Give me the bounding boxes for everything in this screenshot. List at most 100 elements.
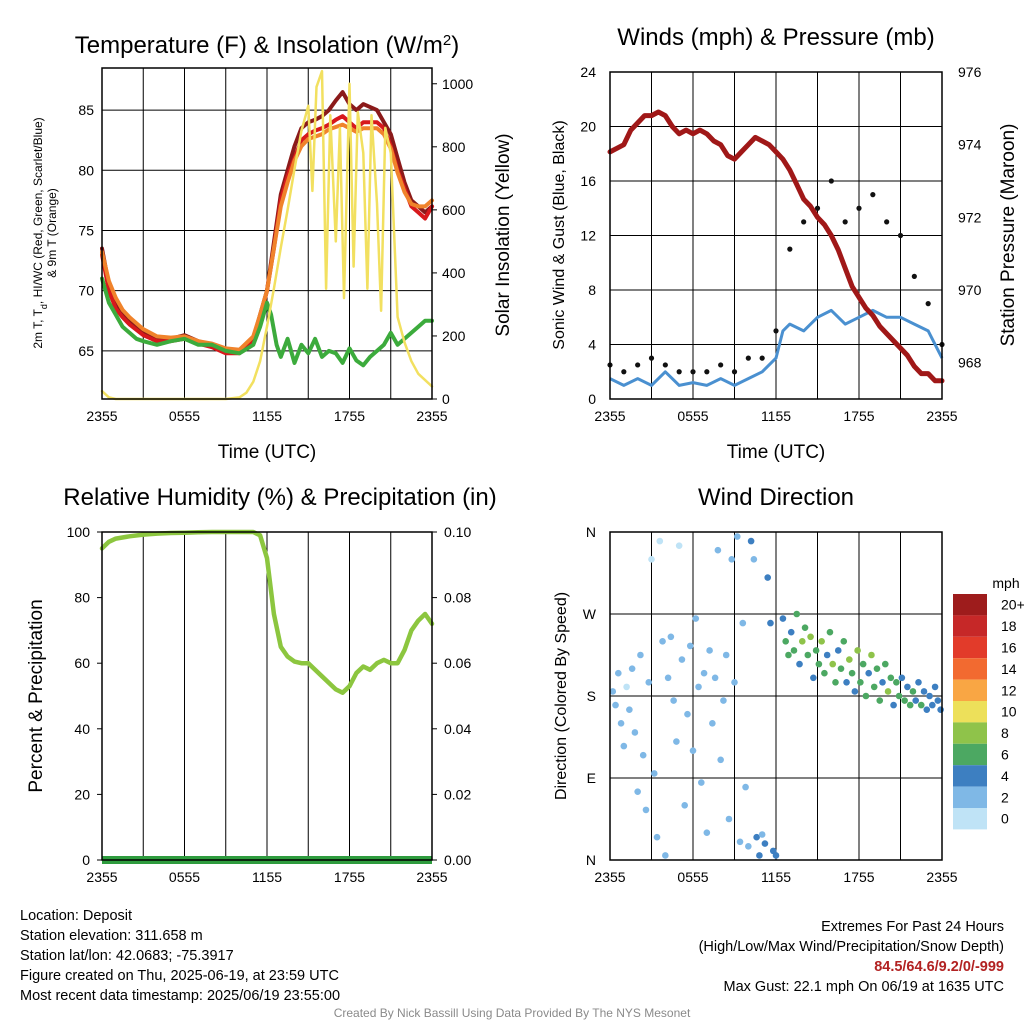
direction-point <box>923 706 931 713</box>
y-tick-label-right: 0.10 <box>444 524 471 540</box>
direction-point <box>837 665 845 672</box>
direction-point <box>906 701 914 709</box>
location-text: Location: Deposit <box>20 908 133 924</box>
credit-text: Created By Nick Bassill Using Data Provi… <box>333 1006 691 1020</box>
direction-point <box>851 688 859 695</box>
y-tick-label-right: 968 <box>958 355 982 371</box>
direction-point <box>832 679 839 686</box>
direction-point <box>747 537 755 545</box>
legend-label: 16 <box>1001 640 1017 656</box>
direction-point <box>834 647 842 654</box>
direction-point <box>772 852 780 859</box>
direction-point <box>681 802 688 809</box>
y-tick-label-left: 80 <box>74 590 90 606</box>
direction-point <box>931 683 939 691</box>
direction-point <box>815 660 823 668</box>
extremes-values: 84.5/64.6/9.2/0/-999 <box>874 959 1004 975</box>
legend-swatch <box>953 808 987 830</box>
direction-point <box>739 619 747 627</box>
legend-label: 12 <box>1001 682 1017 698</box>
direction-point <box>812 647 820 654</box>
chart-title: Winds (mph) & Pressure (mb) <box>617 24 934 51</box>
direction-point <box>609 688 617 695</box>
y-tick-label-right: 0 <box>442 391 450 407</box>
y-tick-label-left: 20 <box>74 786 90 802</box>
chart-title: Wind Direction <box>698 484 854 511</box>
gust-point <box>842 219 848 225</box>
x-tick-label: 2355 <box>416 869 447 885</box>
winds-panel: 2355 0555 1155 1755 235504812162024968970972… <box>551 24 1019 463</box>
direction-point <box>653 833 661 841</box>
gust-point <box>648 355 655 361</box>
x-tick-label: 2355 <box>86 869 117 885</box>
direction-point <box>758 831 766 838</box>
gust-point <box>884 219 890 225</box>
direction-point <box>733 533 741 540</box>
series-line-station-pressure <box>607 109 945 384</box>
direction-point <box>793 610 801 618</box>
direction-point <box>617 720 625 727</box>
direction-point <box>873 665 881 672</box>
direction-point <box>634 788 641 795</box>
plot-frame <box>609 531 943 861</box>
direction-point <box>810 674 817 682</box>
direction-point <box>840 638 848 645</box>
x-axis-label: Time (UTC) <box>727 442 826 463</box>
gust-point <box>814 205 821 211</box>
y-axis-label-left: Percent & Precipitation <box>26 599 47 792</box>
direction-point <box>785 651 792 659</box>
x-tick-label: 1755 <box>334 869 365 885</box>
direction-point <box>667 633 675 641</box>
y-tick-label-right: 972 <box>958 209 982 225</box>
direction-point <box>904 683 911 691</box>
direction-point <box>779 615 787 622</box>
chart-title: Temperature (F) & Insolation (W/m2) <box>75 32 459 60</box>
legend-swatch <box>953 636 987 659</box>
plot-frame <box>609 71 943 400</box>
direction-tick-label: W <box>583 606 597 622</box>
gust-point <box>704 369 710 375</box>
legend-swatch <box>953 786 987 808</box>
x-tick-label: 0555 <box>169 408 200 424</box>
direction-point <box>736 838 744 846</box>
x-tick-label: 2355 <box>594 408 625 424</box>
x-tick-label: 2355 <box>86 408 117 424</box>
gust-point <box>773 328 779 334</box>
y-tick-label-left: 16 <box>580 173 596 189</box>
x-tick-label: 0555 <box>677 408 708 424</box>
direction-point <box>745 843 752 850</box>
direction-tick-label: N <box>586 524 596 540</box>
y-tick-label-left: 8 <box>588 282 596 298</box>
direction-point <box>709 720 716 727</box>
legend-swatch <box>953 701 987 723</box>
legend-label: 20+ <box>1001 597 1024 613</box>
direction-point <box>846 656 853 663</box>
direction-point <box>823 651 831 659</box>
legend-label: 8 <box>1001 725 1009 741</box>
direction-point <box>692 615 700 622</box>
y-tick-label-right: 0.00 <box>444 852 471 868</box>
direction-point <box>628 665 636 672</box>
extremes-subtitle: (High/Low/Max Wind/Precipitation/Snow De… <box>698 939 1004 955</box>
direction-point <box>920 688 928 695</box>
direction-point <box>767 619 774 627</box>
speed-legend: mph 20+ 18 16 14 12 10 8 6 4 2 0 <box>953 575 1024 830</box>
y-tick-label-left: 65 <box>78 343 94 359</box>
direction-point <box>714 546 722 554</box>
temperature-panel: 2355 0555 1155 1755 2355 65 70 75 80 85 0 200 400 600… <box>31 32 514 464</box>
y-tick-label-left: 60 <box>74 655 90 671</box>
direction-point <box>648 556 655 563</box>
gust-point <box>745 355 751 361</box>
direction-point <box>917 701 925 709</box>
direction-point <box>662 852 669 859</box>
direction-tick-label: E <box>587 770 596 786</box>
direction-point <box>787 628 795 636</box>
extremes-title: Extremes For Past 24 Hours <box>821 919 1004 935</box>
legend-label: 14 <box>1001 661 1017 677</box>
direction-point <box>623 683 630 691</box>
direction-point <box>612 701 619 709</box>
direction-point <box>689 747 697 754</box>
direction-point <box>804 651 812 659</box>
